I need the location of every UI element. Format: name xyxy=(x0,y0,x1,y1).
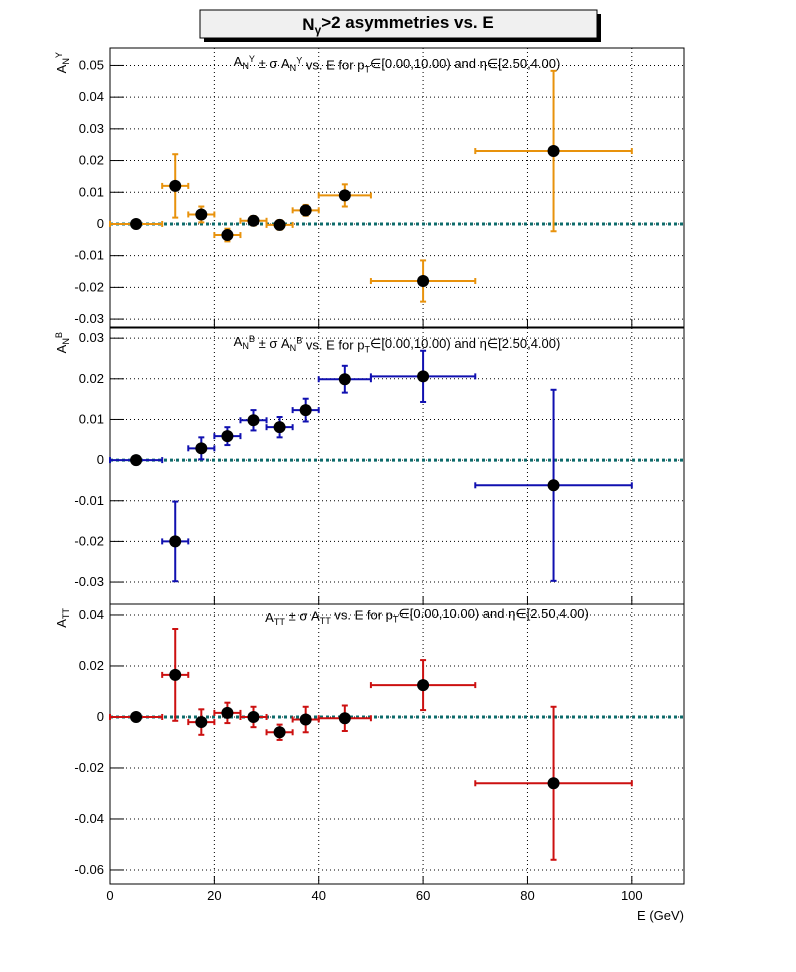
data-point xyxy=(317,704,372,732)
x-tick-label: 80 xyxy=(520,888,534,903)
x-tick-label: 0 xyxy=(106,888,113,903)
data-point xyxy=(213,426,242,447)
title-box xyxy=(199,9,598,39)
marker xyxy=(247,710,260,723)
marker xyxy=(273,218,286,231)
y-tick-label: 0.01 xyxy=(79,411,104,426)
x-tick-label: 40 xyxy=(311,888,325,903)
y-tick-label: -0.01 xyxy=(74,493,104,508)
y-tick-label: 0.04 xyxy=(79,607,104,622)
marker xyxy=(338,189,351,202)
marker xyxy=(169,668,182,681)
data-point xyxy=(239,214,268,227)
y-tick-label: -0.03 xyxy=(74,574,104,589)
marker xyxy=(221,430,234,443)
marker xyxy=(130,217,143,230)
data-point xyxy=(213,227,242,243)
y-axis-label: ANB xyxy=(54,332,71,353)
marker xyxy=(247,414,260,427)
data-point xyxy=(187,436,216,461)
data-point xyxy=(369,259,477,303)
data-point xyxy=(474,705,633,861)
page-title: Nγ>2 asymmetries vs. E xyxy=(302,13,493,37)
data-point xyxy=(265,723,294,741)
data-point xyxy=(369,659,477,712)
data-point xyxy=(239,409,268,432)
y-tick-label: 0.03 xyxy=(79,121,104,136)
data-point xyxy=(109,454,164,467)
marker xyxy=(195,716,208,729)
data-point xyxy=(474,388,633,582)
panel-title: ATT ± σ ATT vs. E for pT∈[0.00,10.00) an… xyxy=(265,606,589,627)
data-point xyxy=(317,183,372,208)
y-tick-label: -0.04 xyxy=(74,811,104,826)
marker xyxy=(247,214,260,227)
marker xyxy=(417,275,430,288)
marker xyxy=(299,404,312,417)
x-tick-label: 20 xyxy=(207,888,221,903)
data-point xyxy=(239,705,268,729)
data-point xyxy=(161,627,190,722)
marker xyxy=(273,726,286,739)
data-point xyxy=(265,416,294,439)
marker xyxy=(169,535,182,548)
marker xyxy=(195,208,208,221)
plot-frame xyxy=(109,603,685,885)
marker xyxy=(338,373,351,386)
marker xyxy=(130,454,143,467)
marker xyxy=(130,710,143,723)
marker xyxy=(547,777,560,790)
y-tick-label: 0.02 xyxy=(79,371,104,386)
data-point xyxy=(161,153,190,219)
marker xyxy=(221,706,234,719)
marker xyxy=(195,442,208,455)
y-tick-label: -0.01 xyxy=(74,248,104,263)
data-point xyxy=(213,701,242,725)
y-axis-label: ATT xyxy=(54,608,71,628)
y-tick-label: 0.04 xyxy=(79,89,104,104)
data-point xyxy=(291,203,320,217)
marker xyxy=(338,712,351,725)
marker xyxy=(169,179,182,192)
y-tick-label: 0 xyxy=(97,216,104,231)
data-point xyxy=(474,69,633,233)
x-tick-label: 100 xyxy=(621,888,643,903)
y-tick-label: 0.01 xyxy=(79,184,104,199)
x-tick-label: 60 xyxy=(416,888,430,903)
y-tick-label: -0.02 xyxy=(74,533,104,548)
y-tick-label: -0.02 xyxy=(74,279,104,294)
y-tick-label: 0.02 xyxy=(79,153,104,168)
data-point xyxy=(291,397,320,423)
marker xyxy=(299,713,312,726)
y-tick-label: -0.03 xyxy=(74,311,104,326)
marker xyxy=(547,145,560,158)
data-point xyxy=(161,500,190,583)
marker xyxy=(417,370,430,383)
y-tick-label: 0.02 xyxy=(79,658,104,673)
marker xyxy=(299,204,312,217)
data-point xyxy=(187,205,216,224)
plot-frame xyxy=(109,327,685,605)
plot-frame xyxy=(109,47,685,328)
data-point xyxy=(265,218,294,231)
data-point xyxy=(369,349,477,403)
y-tick-label: 0 xyxy=(97,709,104,724)
data-point xyxy=(109,217,164,230)
panel-title: ANY ± σ ANY vs. E for pT∈[0.00,10.00) an… xyxy=(234,54,561,75)
panel-title: ANB ± σ ANB vs. E for pT∈[0.00,10.00) an… xyxy=(234,334,561,355)
y-tick-label: 0.03 xyxy=(79,330,104,345)
marker xyxy=(417,679,430,692)
y-tick-label: 0.05 xyxy=(79,57,104,72)
data-point xyxy=(187,708,216,736)
y-tick-label: -0.02 xyxy=(74,760,104,775)
marker xyxy=(547,479,560,492)
y-tick-label: -0.06 xyxy=(74,862,104,877)
marker xyxy=(273,421,286,434)
data-point xyxy=(109,710,164,723)
marker xyxy=(221,229,234,242)
y-axis-label: ANY xyxy=(54,52,71,73)
y-tick-label: 0 xyxy=(97,452,104,467)
x-axis-label: E (GeV) xyxy=(637,908,684,923)
